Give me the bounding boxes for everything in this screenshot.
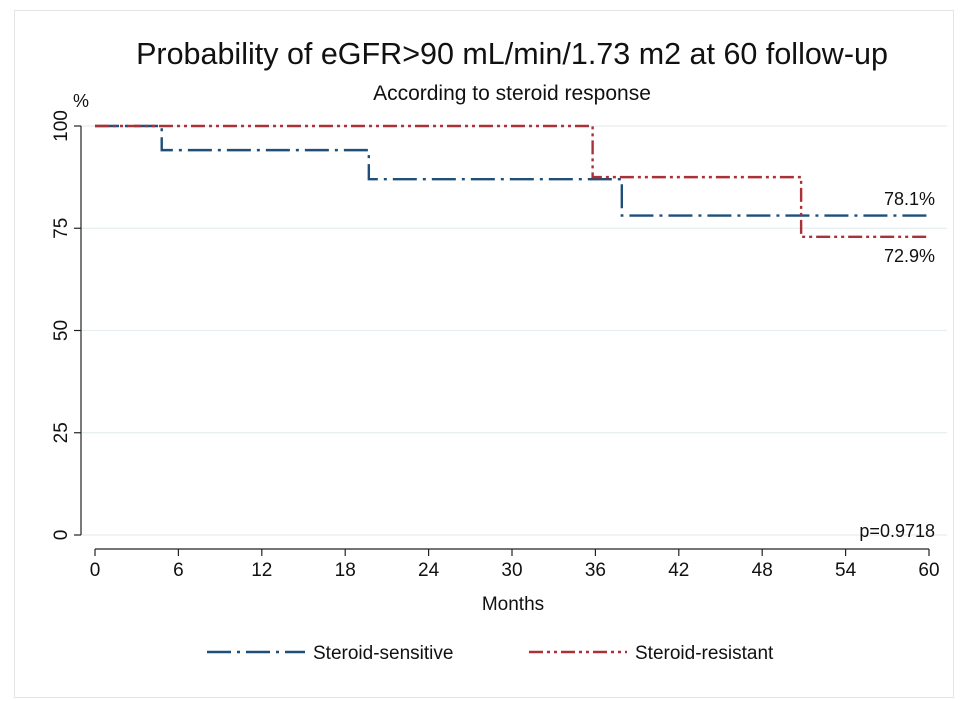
grid <box>81 125 947 536</box>
x-tick-label-12: 12 <box>251 560 272 581</box>
x-axis-label: Months <box>482 594 544 615</box>
y-axis-label: % <box>73 91 89 111</box>
x-tick-label-0: 0 <box>90 560 101 581</box>
x-tick-label-36: 36 <box>585 560 606 581</box>
x-ticks: 0 6 12 18 24 30 36 42 48 54 60 <box>90 549 940 581</box>
p-value-annotation: p=0.9718 <box>859 521 935 541</box>
legend-label-steroid-sensitive: Steroid-sensitive <box>313 643 453 664</box>
y-ticks: 0 25 50 75 100 <box>51 110 81 540</box>
chart-frame <box>14 10 954 698</box>
x-tick-label-54: 54 <box>835 560 857 581</box>
y-tick-label-50: 50 <box>51 320 72 341</box>
x-tick-label-60: 60 <box>918 560 939 581</box>
x-tick-label-18: 18 <box>335 560 356 581</box>
y-tick-label-75: 75 <box>51 218 72 239</box>
end-label-steroid-sensitive: 78.1% <box>884 189 935 209</box>
y-tick-label-0: 0 <box>51 530 72 541</box>
y-tick-label-100: 100 <box>51 110 72 142</box>
chart-title: Probability of eGFR>90 mL/min/1.73 m2 at… <box>136 37 888 71</box>
x-tick-label-6: 6 <box>173 560 184 581</box>
y-tick-label-25: 25 <box>51 422 72 443</box>
x-tick-label-30: 30 <box>501 560 522 581</box>
legend: Steroid-sensitive Steroid-resistant <box>207 643 774 664</box>
end-label-steroid-resistant: 72.9% <box>884 246 935 266</box>
chart-subtitle: According to steroid response <box>373 82 651 105</box>
x-tick-label-48: 48 <box>752 560 773 581</box>
x-tick-label-24: 24 <box>418 560 440 581</box>
x-tick-label-42: 42 <box>668 560 689 581</box>
legend-label-steroid-resistant: Steroid-resistant <box>635 643 774 664</box>
series-lines <box>95 124 929 239</box>
series-line-steroid-sensitive <box>95 124 929 217</box>
series-line-steroid-resistant <box>95 124 929 239</box>
